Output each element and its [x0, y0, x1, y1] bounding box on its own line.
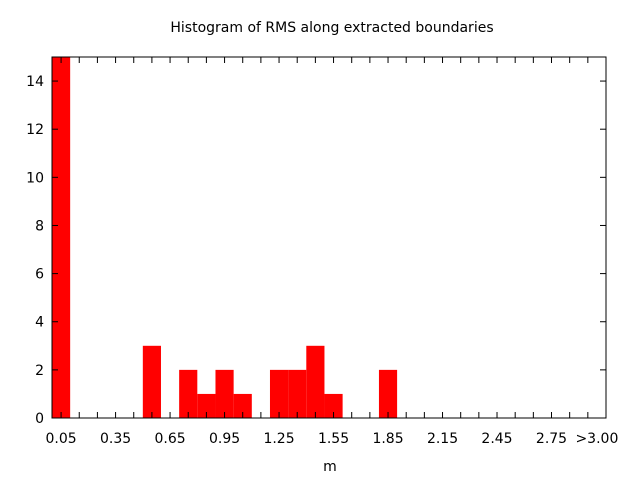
x-tick-label: 0.65	[154, 431, 185, 447]
y-tick-label: 0	[35, 411, 44, 427]
x-tick-label: 1.85	[372, 431, 403, 447]
x-axis-label: m	[323, 459, 337, 475]
histogram-bar	[179, 369, 198, 418]
histogram-bar	[142, 345, 161, 418]
x-tick-label: 0.05	[45, 431, 76, 447]
x-tick-label: 1.25	[263, 431, 294, 447]
x-tick-label: >3.00	[575, 431, 618, 447]
histogram-bar	[324, 393, 343, 418]
histogram-bar	[215, 369, 234, 418]
y-tick-label: 6	[35, 267, 44, 283]
histogram-bar	[378, 369, 398, 418]
histogram-bar	[269, 369, 289, 418]
y-tick-label: 2	[35, 363, 44, 379]
y-tick-label: 14	[26, 74, 44, 90]
x-tick-label: 2.15	[427, 431, 458, 447]
bars-group	[52, 57, 398, 418]
y-tick-label: 12	[26, 122, 44, 138]
x-tick-label: 2.45	[481, 431, 512, 447]
histogram-bar	[288, 369, 307, 418]
histogram-bar	[197, 393, 216, 418]
y-tick-label: 10	[26, 170, 44, 186]
x-tick-label: 0.95	[209, 431, 240, 447]
histogram-bar	[52, 57, 71, 418]
chart-title: Histogram of RMS along extracted boundar…	[170, 20, 493, 36]
plot-frame	[51, 56, 607, 419]
y-tick-label: 8	[35, 218, 44, 234]
ticks-group: 0 2 4 6 8 10 12 14 0.05 0.35 0.65 0.95 1.25 1.55 1.85 2…	[26, 57, 618, 447]
x-tick-label: 0.35	[100, 431, 131, 447]
x-tick-label: 2.75	[536, 431, 567, 447]
histogram-bar	[306, 345, 325, 418]
x-tick-label: 1.55	[318, 431, 349, 447]
y-tick-label: 4	[35, 315, 44, 331]
histogram-bar	[233, 393, 252, 418]
